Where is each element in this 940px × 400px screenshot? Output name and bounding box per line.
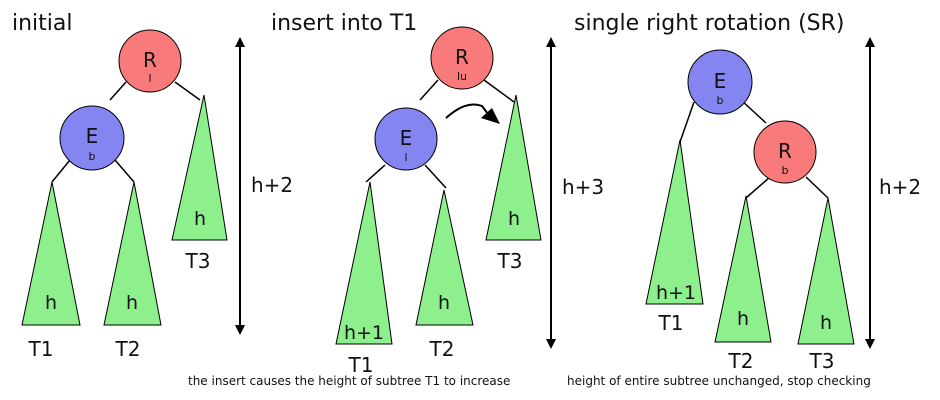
subtree-t1 (335, 181, 393, 345)
subtree-t1 (21, 181, 81, 326)
node-e: E l (374, 107, 438, 171)
edge-r-e (419, 79, 439, 101)
caption: height of entire subtree unchanged, stop… (567, 374, 871, 388)
node-e: E b (59, 105, 125, 171)
edge-e-t1 (51, 159, 71, 183)
subtree-t1-height: h+1 (656, 282, 696, 304)
node-r: R l (118, 29, 182, 93)
node-e-letter: E (400, 126, 413, 150)
total-height-label: h+2 (879, 175, 921, 199)
subtree-t3-height: h (820, 312, 832, 334)
subtree-t2-name: T2 (429, 337, 455, 361)
subtree-t3 (171, 94, 228, 241)
subtree-t3-name: T3 (809, 349, 835, 373)
subtree-t2 (103, 181, 162, 326)
edge-r-t3 (805, 176, 829, 199)
subtree-t2-height: h (737, 308, 749, 330)
edge-r-e (109, 81, 127, 101)
node-r: R lu (430, 26, 494, 90)
panel-initial: initial h h h T1 T2 T3 R l E b h+2 (12, 11, 293, 361)
subtree-t3-height: h (194, 208, 206, 230)
subtree-t2-height: h (438, 292, 450, 314)
node-e-balance: b (717, 94, 724, 107)
edge-r-t2 (745, 176, 771, 199)
node-e-letter: E (86, 124, 99, 148)
subtree-t2-name: T2 (728, 349, 754, 373)
panel-title: initial (12, 11, 73, 36)
node-e: E b (687, 49, 753, 115)
subtree-t3 (485, 94, 542, 241)
panel-title: insert into T1 (271, 11, 417, 36)
edge-e-t2 (424, 164, 447, 189)
subtree-t1-name: T1 (348, 353, 374, 377)
edge-e-t1 (679, 101, 695, 143)
subtree-t2-height: h (126, 292, 138, 314)
subtree-t2 (714, 195, 772, 343)
subtree-t1-name: T1 (658, 311, 684, 335)
node-r-balance: b (782, 164, 789, 177)
subtree-t1-name: T1 (28, 337, 54, 361)
edge-e-t2 (114, 159, 135, 183)
total-height-label: h+3 (562, 175, 604, 199)
node-r: R b (753, 120, 817, 184)
panel-title: single right rotation (SR) (574, 11, 845, 36)
caption: the insert causes the height of subtree … (188, 374, 510, 388)
subtree-t1-height: h (45, 292, 57, 314)
node-r-letter: R (143, 48, 157, 72)
edge-r-t3 (174, 81, 201, 101)
edge-e-t1 (365, 164, 386, 183)
node-r-balance: l (148, 72, 151, 85)
subtree-t3-name: T3 (185, 249, 211, 273)
subtree-t3-height: h (508, 208, 520, 230)
node-e-balance: b (89, 150, 96, 163)
subtree-t3 (797, 197, 855, 345)
node-e-letter: E (714, 69, 727, 93)
node-r-balance: lu (457, 70, 467, 83)
subtree-t2 (415, 189, 474, 326)
subtree-t2-name: T2 (115, 337, 141, 361)
rotation-arrowhead (481, 108, 500, 124)
node-r-letter: R (778, 139, 792, 163)
subtree-t1 (645, 139, 704, 305)
subtree-t3-name: T3 (497, 249, 523, 273)
panel-rotation: single right rotation (SR) h+1 h h T1 T2… (567, 11, 921, 388)
subtree-t1-height: h+1 (344, 322, 384, 344)
total-height-label: h+2 (251, 173, 293, 197)
edge-r-t3 (483, 79, 515, 103)
node-e-balance: l (404, 151, 407, 164)
edge-e-r (740, 99, 767, 124)
node-r-letter: R (455, 45, 469, 69)
panel-insert: insert into T1 h+1 h h T1 T2 T3 R lu E l (188, 11, 604, 388)
rotation-arrow (445, 103, 489, 119)
